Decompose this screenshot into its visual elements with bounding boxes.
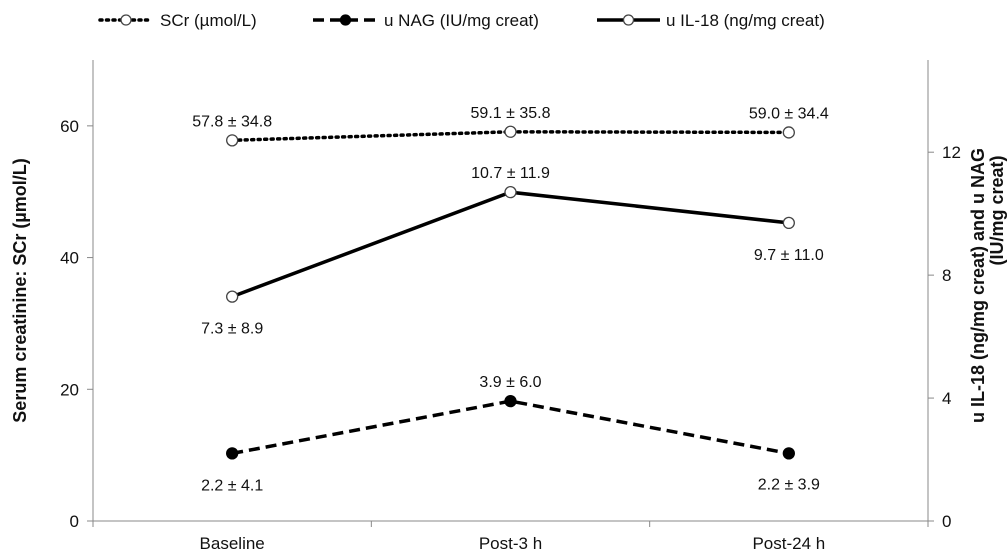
series-point-1 <box>782 447 795 460</box>
series-layer <box>226 125 795 460</box>
data-label-2: 9.7 ± 11.0 <box>754 247 824 264</box>
right-axis-title-line2: (IU/mg creat) <box>987 155 1007 265</box>
series-point-2 <box>226 290 239 303</box>
data-label-0: 57.8 ± 34.8 <box>192 113 272 130</box>
left-axis-title: Serum creatinine: SCr (µmol/L) <box>10 158 30 422</box>
left-tick-label: 20 <box>60 380 79 399</box>
x-tick-label: Post-3 h <box>479 534 542 553</box>
x-tick-label: Baseline <box>200 534 265 553</box>
legend-marker-1 <box>339 14 352 26</box>
series-point-0 <box>504 125 517 138</box>
right-tick-label: 4 <box>942 389 951 408</box>
left-tick-label: 40 <box>60 249 79 268</box>
data-label-0: 59.1 ± 35.8 <box>471 105 551 122</box>
legend-marker-2 <box>622 14 635 26</box>
right-tick-label: 12 <box>942 143 961 162</box>
left-tick-label: 60 <box>60 117 79 136</box>
series-point-2 <box>504 186 517 199</box>
data-label-1: 3.9 ± 6.0 <box>479 374 541 391</box>
data-label-1: 2.2 ± 4.1 <box>201 477 263 494</box>
data-labels: 57.8 ± 34.8 59.1 ± 35.8 59.0 ± 34.4 2.2 ± 4… <box>192 105 829 495</box>
legend-label-0: SCr (µmol/L) <box>160 11 257 30</box>
series-point-2 <box>782 216 795 230</box>
legend-label-2: u IL-18 (ng/mg creat) <box>666 11 825 30</box>
data-label-1: 2.2 ± 3.9 <box>758 476 820 493</box>
right-tick-label: 8 <box>942 266 951 285</box>
right-tick-label: 0 <box>942 512 951 531</box>
series-line-2 <box>231 190 789 299</box>
legend-label-1: u NAG (IU/mg creat) <box>384 11 539 30</box>
x-tick-label: Post-24 h <box>752 534 825 553</box>
data-label-2: 7.3 ± 8.9 <box>201 321 263 338</box>
legend: SCr (µmol/L) u NAG (IU/mg creat) u IL-18 (… <box>98 11 825 30</box>
axes: Baseline Post-3 h Post-24 h 0 20 40 60 0 4 8 12 Ser… <box>10 60 1007 553</box>
left-tick-label: 0 <box>70 512 79 531</box>
series-point-1 <box>226 447 239 460</box>
series-point-0 <box>226 134 239 147</box>
right-axis-title-line1: u IL-18 (ng/mg creat) and u NAG <box>968 148 988 423</box>
data-label-0: 59.0 ± 34.4 <box>749 105 829 122</box>
legend-marker-0 <box>120 14 132 26</box>
data-label-2: 10.7 ± 11.9 <box>471 165 550 182</box>
series-line-1 <box>231 399 790 456</box>
series-point-0 <box>782 126 795 139</box>
series-point-1 <box>504 394 517 408</box>
